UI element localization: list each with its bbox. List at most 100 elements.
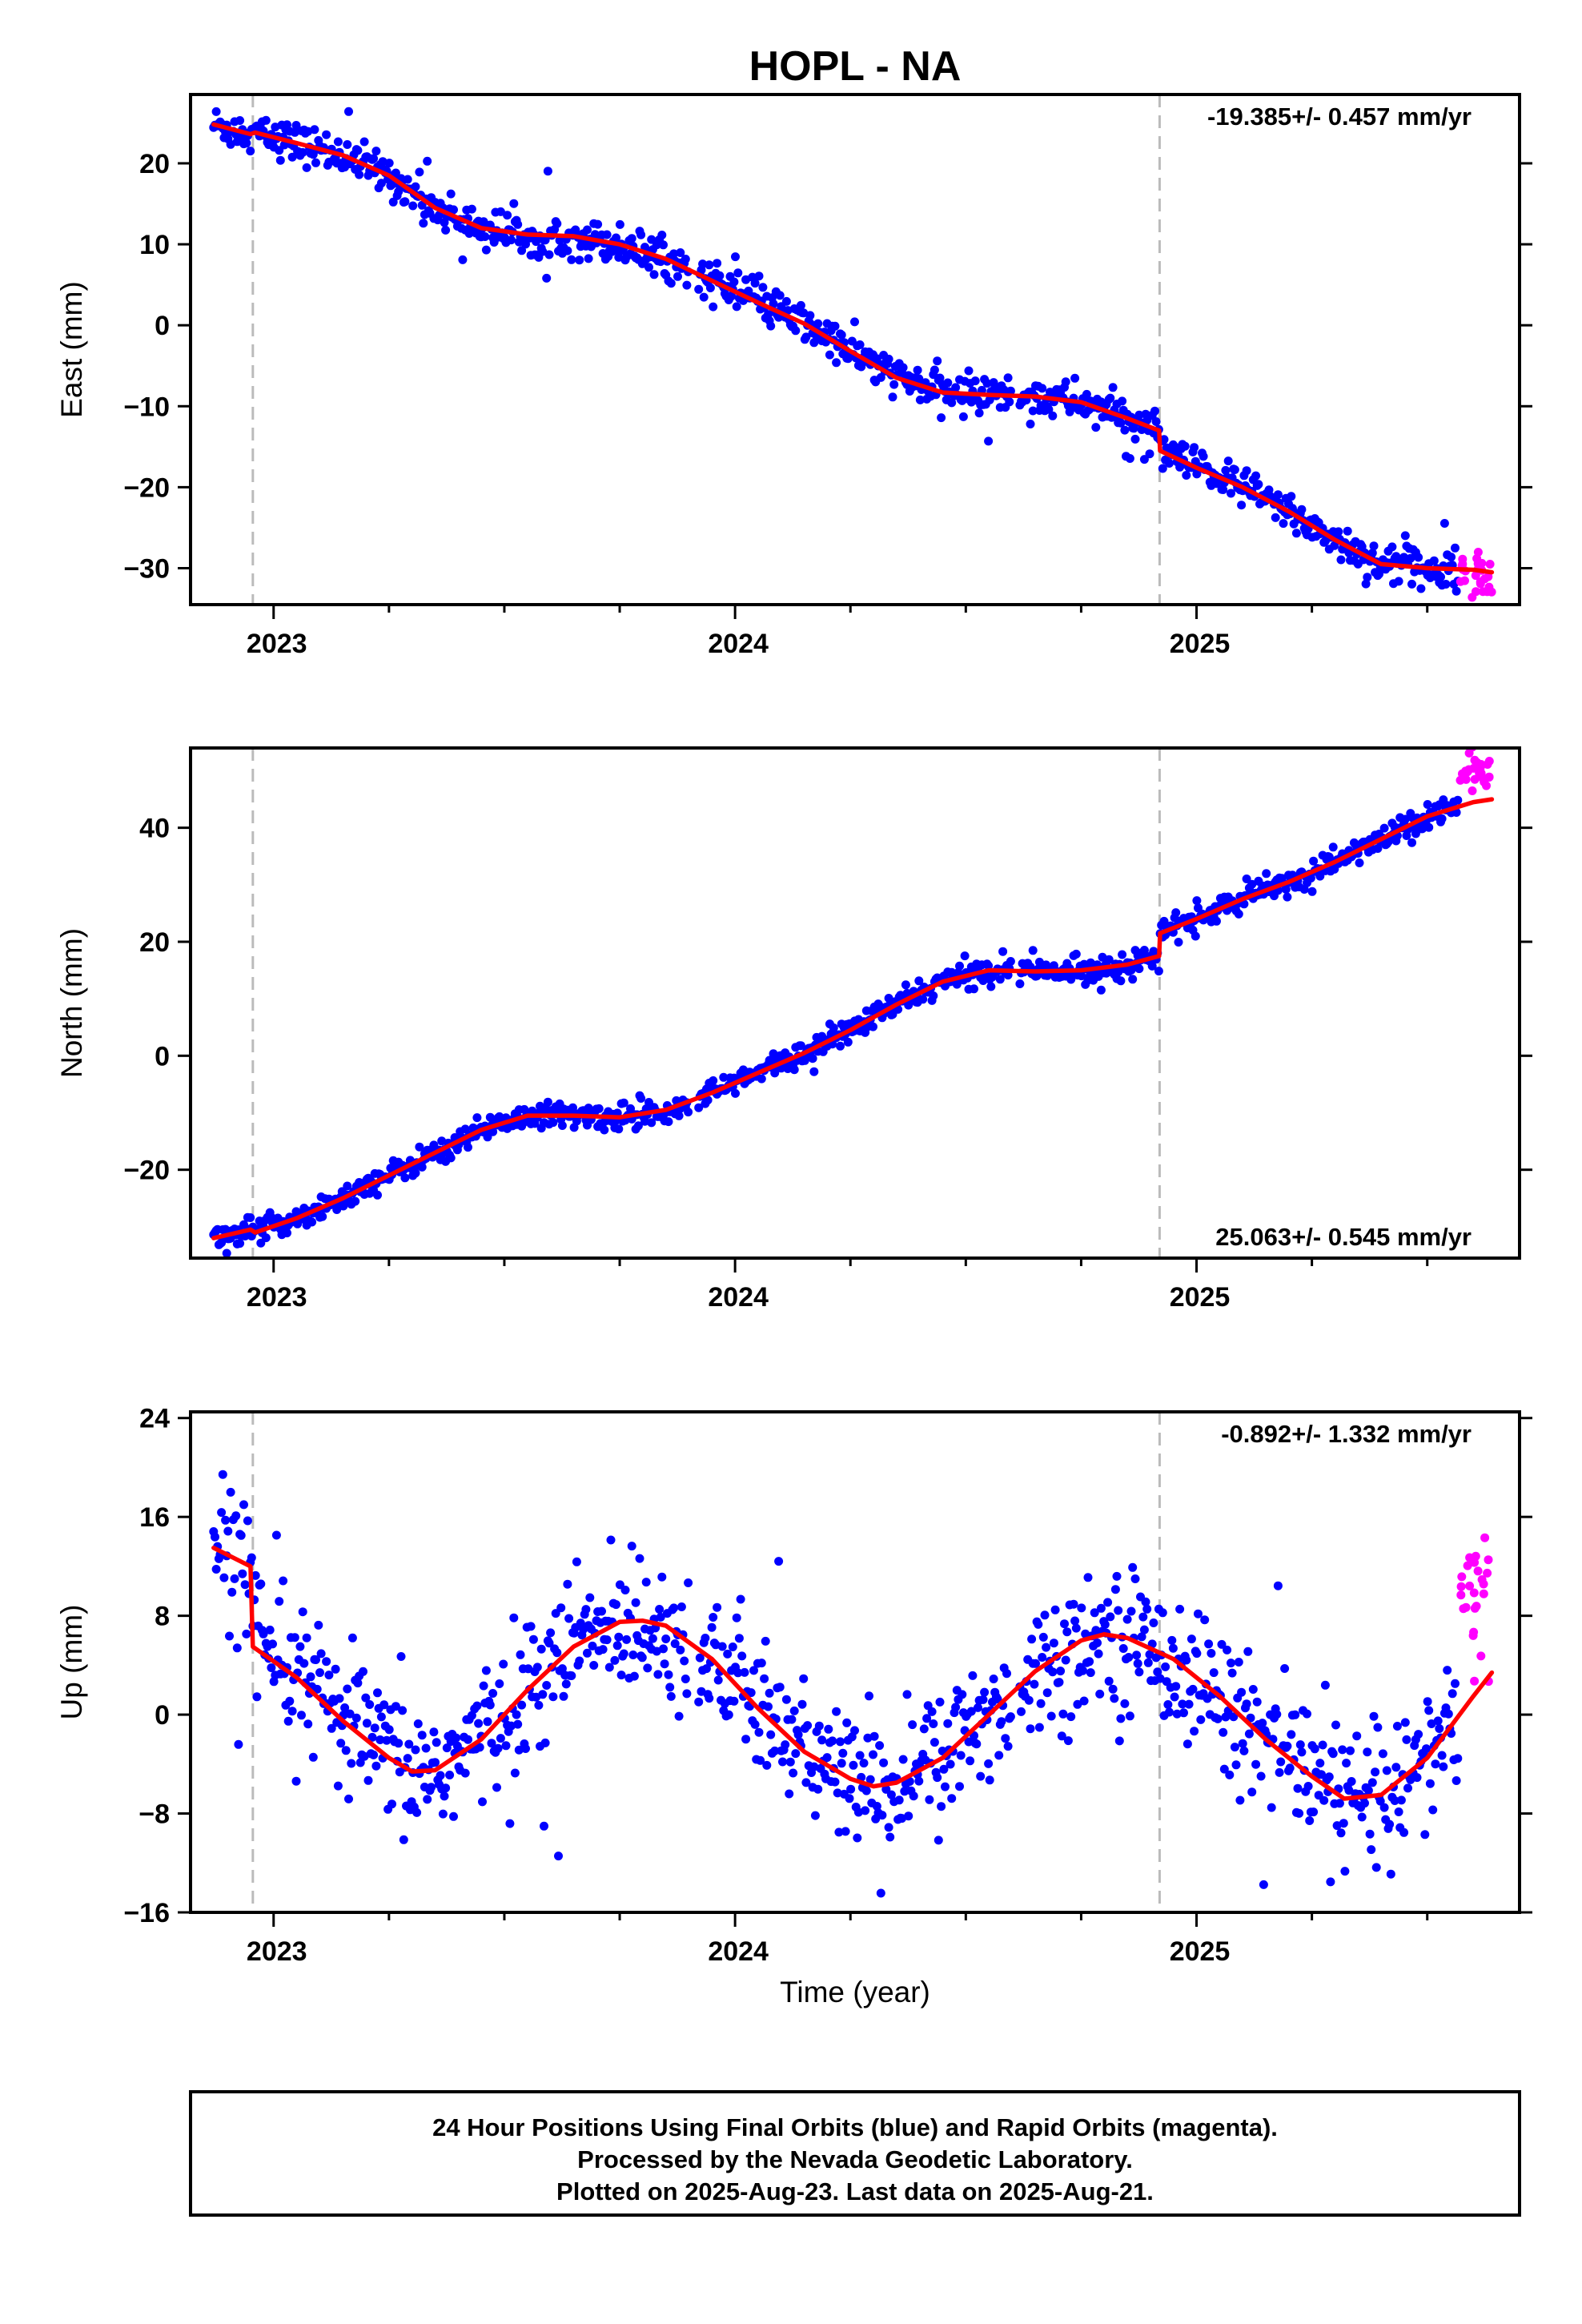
final-point	[664, 1670, 673, 1679]
final-point	[600, 1125, 609, 1135]
final-point	[754, 1727, 764, 1737]
final-point	[387, 1799, 396, 1809]
rapid-point	[1483, 587, 1492, 597]
final-point	[517, 246, 527, 255]
final-point	[781, 296, 791, 306]
final-point	[964, 1737, 974, 1747]
final-point	[1422, 1744, 1431, 1754]
final-point	[881, 1784, 891, 1794]
final-point	[984, 1759, 994, 1768]
final-point	[347, 1759, 356, 1768]
final-point	[1237, 1687, 1247, 1697]
final-point	[583, 1648, 592, 1658]
final-point	[543, 1097, 552, 1107]
final-point	[648, 1634, 657, 1643]
final-point	[1256, 1771, 1266, 1781]
final-point	[1114, 967, 1123, 977]
final-point	[939, 1764, 949, 1774]
final-point	[1003, 1742, 1013, 1751]
final-point	[335, 1694, 344, 1703]
final-point	[879, 1758, 889, 1767]
final-point	[1194, 1609, 1203, 1618]
final-point	[1371, 1767, 1380, 1777]
final-point	[1382, 1766, 1391, 1775]
final-point	[1044, 404, 1054, 414]
final-point	[1251, 471, 1261, 480]
final-point	[756, 1755, 765, 1765]
final-point	[435, 211, 444, 220]
final-point	[947, 398, 957, 408]
final-point	[275, 1597, 284, 1606]
final-point	[670, 1639, 680, 1648]
final-point	[1139, 455, 1149, 464]
final-point	[933, 356, 942, 366]
final-point	[929, 1719, 938, 1728]
final-point	[332, 1205, 342, 1214]
final-point	[727, 292, 737, 301]
final-point	[1390, 1796, 1399, 1805]
final-point	[474, 1719, 484, 1728]
final-point	[1034, 1619, 1043, 1629]
final-point	[1287, 492, 1296, 501]
final-point	[719, 1072, 729, 1082]
final-point	[1134, 1667, 1144, 1677]
final-point	[391, 168, 400, 178]
final-point	[1223, 1645, 1232, 1655]
final-point	[1400, 1718, 1410, 1727]
final-point	[774, 1557, 784, 1566]
final-point	[1165, 459, 1174, 468]
final-point	[1281, 885, 1291, 894]
final-point	[789, 1065, 799, 1075]
final-point	[542, 273, 552, 283]
rapid-point	[1480, 1533, 1490, 1542]
final-point	[843, 1037, 853, 1047]
final-point	[1412, 1773, 1422, 1783]
final-point	[509, 199, 519, 208]
final-point	[918, 995, 928, 1004]
final-point	[415, 167, 424, 177]
final-point	[318, 1212, 327, 1221]
final-point	[1371, 1863, 1381, 1872]
final-point	[850, 1726, 859, 1735]
final-point	[964, 366, 974, 376]
final-point	[1452, 586, 1461, 596]
final-point	[575, 1656, 584, 1666]
final-point	[947, 1794, 957, 1803]
final-point	[1361, 579, 1371, 589]
final-point	[1030, 1679, 1039, 1689]
final-point	[664, 1117, 673, 1127]
final-point	[902, 1690, 912, 1699]
final-point	[1451, 1679, 1460, 1688]
final-point	[1090, 1608, 1099, 1618]
final-point	[534, 1700, 544, 1710]
final-point	[598, 1645, 608, 1655]
final-point	[524, 1664, 533, 1674]
final-point	[1104, 955, 1114, 964]
y-tick-label: −8	[139, 1799, 170, 1830]
final-point	[1175, 462, 1185, 472]
final-point	[1343, 526, 1352, 536]
final-point	[1451, 543, 1460, 553]
final-point	[501, 1741, 511, 1751]
final-point	[869, 1022, 877, 1031]
final-point	[898, 363, 908, 372]
final-point	[267, 1663, 276, 1672]
final-point	[572, 1557, 581, 1566]
x-tick-label: 2024	[708, 1936, 769, 1967]
final-point	[1437, 814, 1447, 823]
final-point	[978, 1695, 988, 1704]
final-point	[628, 1651, 638, 1659]
final-point	[1399, 1827, 1409, 1837]
final-point	[1038, 384, 1047, 393]
final-point	[226, 139, 235, 149]
final-point	[336, 1739, 346, 1748]
final-point	[629, 1671, 639, 1681]
final-point	[1403, 1783, 1412, 1793]
rapid-point	[1482, 781, 1491, 790]
rapid-point	[1474, 615, 1483, 624]
final-point	[935, 373, 945, 383]
final-point	[1001, 1734, 1010, 1743]
final-point	[493, 1743, 503, 1753]
final-point	[1057, 1731, 1066, 1741]
